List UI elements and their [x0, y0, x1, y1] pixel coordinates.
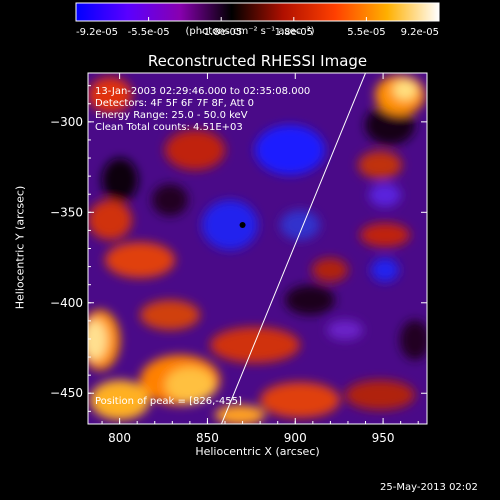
colorbar-tick-label: 9.2e-05 [401, 27, 439, 38]
solar-limb-line [221, 73, 366, 424]
x-axis-label: Heliocentric X (arcsec) [195, 445, 320, 458]
annotation-time: 13-Jan-2003 02:29:46.000 to 02:35:08.000 [95, 86, 311, 97]
x-tick-label: 900 [284, 431, 307, 445]
colorbar-tick-label: 1.8e-05 [275, 27, 313, 38]
colorbar-tick-label: -9.2e-05 [76, 27, 118, 38]
y-axis-label: Heliocentric Y (arcsec) [13, 185, 27, 310]
blob-blue [255, 125, 325, 175]
annotation-energy: Energy Range: 25.0 - 50.0 keV [95, 110, 248, 121]
blob-red [312, 258, 348, 282]
blob-red [105, 242, 175, 278]
blob-red [165, 130, 225, 170]
blob-red [88, 200, 132, 240]
blob-blue [202, 200, 258, 250]
colorbar-unit: (photons cm⁻² s⁻¹ asec⁻²) [185, 26, 315, 37]
blob-blue [371, 258, 399, 282]
blob-dark [400, 320, 427, 360]
y-tick-label: −300 [50, 115, 83, 129]
colorbar-tick-label: -5.5e-05 [128, 27, 170, 38]
colorbar-ticks: -9.2e-05 -5.5e-05 -1.8e-05 1.8e-05 5.5e-05 9.… [75, 17, 440, 38]
y-tick-label: −350 [50, 205, 83, 219]
annotation-peak: Position of peak = [826,-455] [95, 396, 242, 407]
colorbar [75, 2, 440, 22]
blob-orange [90, 380, 150, 420]
x-tick-label: 850 [196, 431, 219, 445]
blob-yellow [165, 367, 215, 403]
annotation-detectors: Detectors: 4F 5F 6F 7F 8F, Att 0 [95, 98, 255, 109]
blob-yellow [88, 320, 107, 360]
colorbar-tick-label: -1.8e-05 [200, 27, 242, 38]
heatmap [88, 73, 427, 424]
blob-red [358, 151, 402, 179]
blob-dark [285, 285, 335, 315]
peak-marker [239, 221, 246, 228]
blob-dark [102, 158, 138, 202]
blob-blue [369, 183, 401, 207]
blob-yellow [393, 80, 417, 100]
blob-dark [365, 105, 415, 145]
blob-dark [152, 184, 188, 216]
blob-red [360, 223, 410, 247]
footer-date: 25-May-2013 02:02 [380, 482, 478, 493]
x-tick-label: 800 [108, 431, 131, 445]
y-tick-label: −400 [50, 296, 83, 310]
blob-blue [327, 320, 363, 340]
annotation-clean: Clean Total counts: 4.51E+03 [95, 122, 243, 133]
chart-title: Reconstructed RHESSI Image [147, 52, 368, 70]
y-axis-ticks: −300 −350 −400 −450 [50, 85, 427, 412]
blob-blue [280, 210, 320, 240]
x-tick-label: 950 [372, 431, 395, 445]
blob-red [140, 300, 200, 330]
colorbar-tick-label: 5.5e-05 [347, 27, 385, 38]
blob-red [210, 327, 300, 363]
x-axis-ticks: 800 850 900 950 [101, 73, 419, 445]
blob-red [345, 380, 415, 410]
blob-red [88, 77, 132, 113]
blob-red [260, 382, 340, 418]
y-tick-label: −450 [50, 386, 83, 400]
